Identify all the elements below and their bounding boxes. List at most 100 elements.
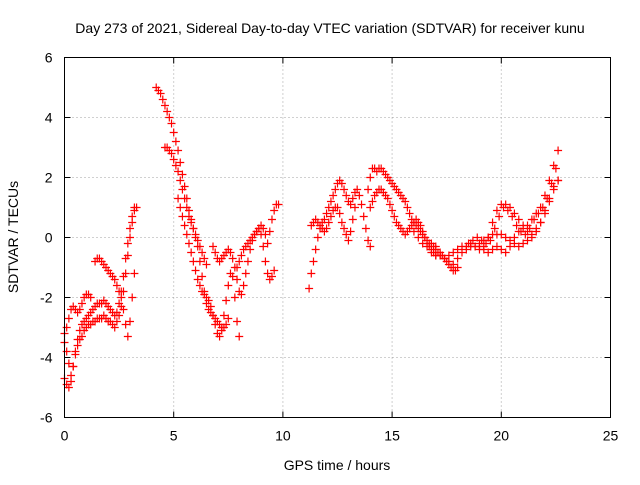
data-point	[119, 305, 128, 314]
data-point	[123, 239, 132, 248]
data-point	[449, 248, 458, 257]
data-point	[462, 245, 471, 254]
data-point	[508, 212, 517, 221]
data-point	[385, 200, 394, 209]
data-point	[126, 224, 135, 233]
data-point	[554, 146, 563, 155]
data-point	[237, 251, 246, 260]
data-point	[322, 224, 331, 233]
data-point	[337, 179, 346, 188]
data-point	[178, 170, 187, 179]
data-point	[86, 293, 95, 302]
data-point	[226, 248, 235, 257]
data-point	[182, 230, 191, 239]
data-point	[62, 347, 71, 356]
data-point	[305, 284, 314, 293]
data-point	[67, 377, 76, 386]
data-point	[261, 257, 270, 266]
data-point	[222, 296, 231, 305]
series-arc-j	[305, 176, 375, 293]
plot-frame	[64, 57, 611, 418]
data-point	[187, 218, 196, 227]
data-point	[418, 239, 427, 248]
x-tick-label: 20	[494, 428, 510, 444]
data-point	[128, 293, 137, 302]
data-point	[350, 203, 359, 212]
data-point	[322, 209, 331, 218]
data-point	[267, 272, 276, 281]
data-point	[534, 209, 543, 218]
data-point	[361, 224, 370, 233]
data-point	[64, 314, 73, 323]
data-point	[174, 194, 183, 203]
data-point	[224, 281, 233, 290]
data-point	[167, 149, 176, 158]
data-point	[390, 212, 399, 221]
data-point	[501, 248, 510, 257]
data-point	[503, 206, 512, 215]
data-point	[449, 260, 458, 269]
x-tick-label: 0	[61, 428, 69, 444]
data-point	[344, 236, 353, 245]
data-point	[516, 227, 525, 236]
data-point	[112, 317, 121, 326]
data-point	[233, 263, 242, 272]
data-point	[119, 272, 128, 281]
data-point	[195, 242, 204, 251]
data-point	[331, 185, 340, 194]
data-point	[174, 146, 183, 155]
data-point	[501, 233, 510, 242]
data-point	[211, 320, 220, 329]
data-point	[309, 257, 318, 266]
data-point	[198, 248, 207, 257]
data-point	[222, 320, 231, 329]
data-point	[440, 254, 449, 263]
data-point	[64, 383, 73, 392]
data-point	[77, 332, 86, 341]
data-point	[388, 206, 397, 215]
data-point	[191, 266, 200, 275]
data-point	[482, 239, 491, 248]
data-point	[523, 236, 532, 245]
data-point	[488, 218, 497, 227]
y-tick-label: -4	[40, 350, 53, 366]
y-tick-label: 0	[45, 230, 53, 246]
data-point	[165, 113, 174, 122]
data-point	[313, 233, 322, 242]
data-point	[486, 236, 495, 245]
y-tick-label: 6	[45, 50, 53, 66]
data-point	[202, 260, 211, 269]
data-point	[75, 326, 84, 335]
data-point	[110, 323, 119, 332]
data-point	[357, 200, 366, 209]
data-point	[174, 167, 183, 176]
data-point	[193, 275, 202, 284]
y-tick-label: -2	[40, 290, 53, 306]
data-point	[178, 185, 187, 194]
data-point	[335, 209, 344, 218]
data-point	[169, 128, 178, 137]
data-point	[497, 245, 506, 254]
data-point	[195, 281, 204, 290]
data-point	[348, 215, 357, 224]
data-point	[521, 230, 530, 239]
data-point	[241, 269, 250, 278]
data-point	[267, 215, 276, 224]
data-point	[215, 332, 224, 341]
y-tick-label: 4	[45, 110, 53, 126]
data-point	[488, 245, 497, 254]
data-point	[510, 233, 519, 242]
data-point	[549, 185, 558, 194]
data-point	[436, 248, 445, 257]
data-point	[261, 230, 270, 239]
data-point	[364, 236, 373, 245]
data-point	[342, 230, 351, 239]
data-point	[167, 119, 176, 128]
data-point	[156, 89, 165, 98]
data-point	[484, 248, 493, 257]
data-point	[209, 311, 218, 320]
data-point	[270, 206, 279, 215]
data-point	[473, 233, 482, 242]
data-point	[235, 332, 244, 341]
series-arc-b	[60, 203, 141, 392]
